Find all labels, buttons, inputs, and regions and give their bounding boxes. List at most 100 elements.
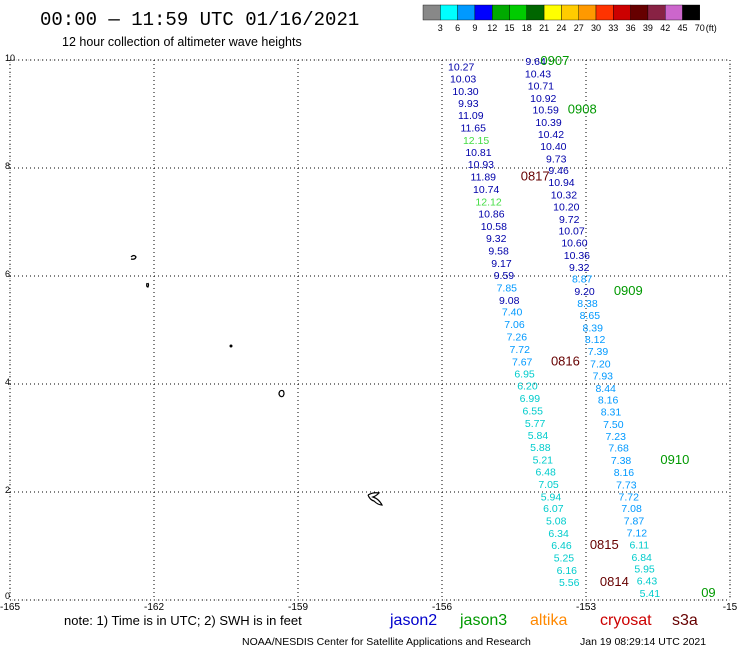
satellite-name: cryosat <box>600 612 652 629</box>
swh-reading: 6.11 <box>629 539 649 551</box>
lon-tick-label: -165 <box>0 602 20 613</box>
swh-reading: 7.12 <box>627 528 648 540</box>
swh-reading: 10.92 <box>530 93 556 105</box>
pass-time-label: 0817 <box>521 169 550 184</box>
scale-tick-label: 30 <box>591 23 601 33</box>
swh-reading: 6.46 <box>551 540 572 552</box>
scale-tick-label: 15 <box>504 23 514 33</box>
axis-ticks: 0 2 4 6 8 10 -165 -162 -159 -156 -153 -15 <box>0 53 738 613</box>
scale-swatch <box>647 4 666 21</box>
swh-reading: 6.20 <box>517 381 538 393</box>
satellite-name: jason2 <box>389 612 437 629</box>
swh-reading: 10.27 <box>448 61 474 73</box>
pass-time-label: 0908 <box>568 102 597 117</box>
lon-tick-label: -153 <box>576 602 596 613</box>
satellite-legend: jason2 jason3 altika cryosat s3a <box>389 612 698 629</box>
scale-tick-label: 39 <box>643 23 653 33</box>
pass-time-label: 0816 <box>551 353 580 368</box>
swh-reading: 7.06 <box>504 319 525 331</box>
scale-swatch <box>492 4 510 21</box>
swh-reading: 7.85 <box>497 282 518 294</box>
swh-reading: 5.21 <box>533 455 554 467</box>
swh-reading: 7.73 <box>616 479 637 491</box>
swh-reading: 5.56 <box>559 577 580 589</box>
lat-tick-label: 2 <box>5 485 10 495</box>
lat-tick-label: 10 <box>5 53 15 63</box>
scale-tick-label: 18 <box>522 23 532 33</box>
swh-reading: 9.08 <box>499 295 520 307</box>
swh-reading: 7.26 <box>507 331 528 343</box>
scale-tick-label: 33 <box>608 23 618 33</box>
swh-reading: 6.55 <box>523 405 544 417</box>
swh-reading: 10.58 <box>481 221 507 233</box>
footer-credit: NOAA/NESDIS Center for Satellite Applica… <box>242 636 531 648</box>
swh-reading: 6.95 <box>514 369 535 381</box>
swh-reading: 8.12 <box>585 334 606 346</box>
scale-tick-label: 36 <box>626 23 636 33</box>
scale-tick-label: 70 <box>695 23 705 33</box>
island-kiritimati <box>367 492 383 506</box>
swh-reading: 9.32 <box>569 262 590 274</box>
island-jarvis-dot <box>229 344 233 348</box>
swh-reading: 7.08 <box>621 503 642 515</box>
scale-swatch <box>630 4 649 21</box>
swh-reading: 6.16 <box>557 565 578 577</box>
swh-reading: 10.39 <box>535 117 561 129</box>
swh-reading: 9.46 <box>548 165 569 177</box>
swh-reading: 10.07 <box>558 226 584 238</box>
scale-swatch <box>665 4 683 21</box>
swh-reading: 8.87 <box>572 274 593 286</box>
swh-reading: 9.58 <box>488 246 509 258</box>
swh-reading: 7.68 <box>608 443 629 455</box>
swh-reading: 9.72 <box>559 214 580 226</box>
pass-time-labels: 0907 0908 0817 0909 0816 0910 0815 0814 09 <box>521 53 716 600</box>
scale-unit-label: (ft) <box>706 23 717 33</box>
scale-swatch <box>457 4 476 21</box>
lat-tick-label: 4 <box>5 377 10 387</box>
pass-time-label: 0907 <box>540 53 569 68</box>
swh-reading: 8.39 <box>583 322 604 334</box>
swh-reading: 9.93 <box>458 98 479 110</box>
scale-tick-label: 21 <box>539 23 549 33</box>
swh-reading: 10.86 <box>478 208 504 220</box>
pass-time-label: 0910 <box>660 452 689 467</box>
swh-reading: 12.15 <box>463 135 489 147</box>
swh-reading: 5.77 <box>525 418 546 430</box>
swh-reading: 10.74 <box>473 184 499 196</box>
scale-swatch <box>613 4 631 21</box>
graticule <box>9 59 731 601</box>
swh-reading: 7.93 <box>593 370 614 382</box>
swh-reading: 8.65 <box>580 310 601 322</box>
plot-frame <box>9 59 731 601</box>
swh-reading: 7.05 <box>538 479 559 491</box>
scale-tick-label: 24 <box>556 23 566 33</box>
lon-tick-label: -156 <box>432 602 452 613</box>
scale-swatch <box>543 4 562 21</box>
swh-reading: 9.73 <box>546 153 567 165</box>
swh-reading: 10.03 <box>450 73 476 85</box>
swh-reading: 5.08 <box>546 516 567 528</box>
footer-note: note: 1) Time is in UTC; 2) SWH is in fe… <box>64 613 302 628</box>
lon-tick-label: -162 <box>144 602 164 613</box>
swh-reading: 6.07 <box>543 503 564 515</box>
swh-reading: 10.40 <box>540 141 566 153</box>
scale-tick-label: 3 <box>438 23 443 33</box>
swh-reading: 7.87 <box>624 516 645 528</box>
island-teraina <box>278 389 285 398</box>
swh-reading: 7.50 <box>603 419 624 431</box>
swh-reading: 5.95 <box>634 564 655 576</box>
swh-reading: 9.32 <box>486 233 507 245</box>
swh-reading: 7.23 <box>606 431 627 443</box>
scale-tick-label: 12 <box>487 23 497 33</box>
swh-reading: 8.31 <box>601 407 622 419</box>
swh-reading: 10.60 <box>561 238 587 250</box>
pass-time-label: 09 <box>701 585 715 600</box>
swh-reading: 5.84 <box>528 430 549 442</box>
swh-reading: 9.59 <box>494 270 515 282</box>
scale-swatch <box>526 4 545 21</box>
swh-reading: 10.30 <box>452 86 478 98</box>
swh-reading: 8.44 <box>595 383 616 395</box>
map-subtitle: 12 hour collection of altimeter wave hei… <box>62 35 302 49</box>
